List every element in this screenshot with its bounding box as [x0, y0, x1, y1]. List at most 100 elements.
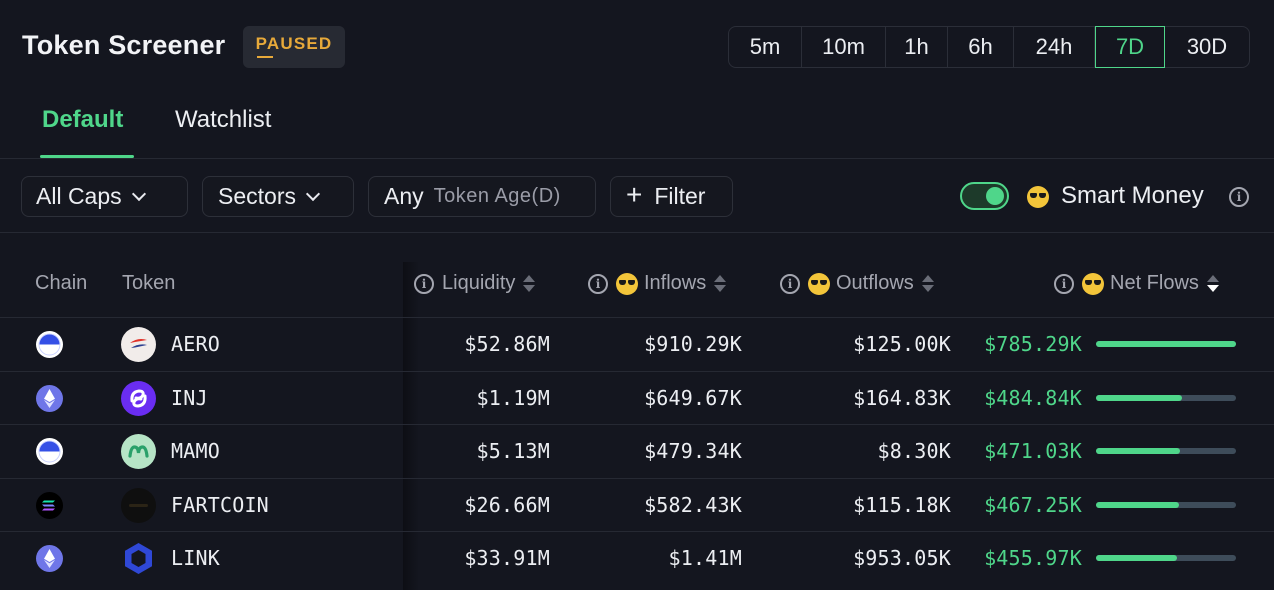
- info-icon[interactable]: i: [780, 273, 800, 294]
- token-symbol[interactable]: FARTCOIN: [171, 493, 269, 517]
- net-flow-bar-fill: [1096, 502, 1180, 508]
- active-tab-indicator: [40, 155, 134, 158]
- tab-default[interactable]: Default: [42, 106, 124, 133]
- inflows-value: $479.34K: [644, 439, 742, 463]
- fartcoin-token-icon: [121, 488, 156, 523]
- table-row[interactable]: FARTCOIN $26.66M $582.43K $115.18K $467.25K: [0, 478, 1274, 531]
- net-flows-value: $484.84K: [984, 386, 1082, 410]
- table-row[interactable]: LINK $33.91M $1.41M $953.05K $455.97K: [0, 531, 1274, 584]
- token-age-value: Any: [384, 183, 424, 209]
- smart-money-toggle[interactable]: [960, 182, 1009, 210]
- sort-icon: [921, 275, 934, 292]
- outflows-value: $115.18K: [853, 493, 951, 517]
- net-flow-bar-fill: [1096, 555, 1178, 561]
- net-flow-bar-fill: [1096, 395, 1183, 401]
- net-flows-value: $455.97K: [984, 546, 1082, 570]
- net-flow-bar: [1096, 448, 1236, 454]
- column-header-inflows-label: Inflows: [644, 272, 707, 294]
- liquidity-value: $52.86M: [464, 332, 550, 356]
- sunglasses-icon: [808, 272, 830, 295]
- outflows-value: $164.83K: [853, 386, 951, 410]
- outflows-value: $8.30K: [877, 439, 951, 463]
- column-header-inflows[interactable]: i Inflows: [588, 272, 727, 295]
- inj-token-icon: [121, 381, 156, 416]
- aero-token-icon: [121, 327, 156, 362]
- column-header-chain: Chain: [35, 272, 88, 294]
- link-token-icon: [121, 541, 156, 576]
- plus-icon: +: [626, 179, 643, 210]
- info-icon[interactable]: i: [588, 273, 608, 294]
- inflows-value: $649.67K: [644, 386, 742, 410]
- net-flows-value: $785.29K: [984, 332, 1082, 356]
- caps-dropdown[interactable]: All Caps: [21, 176, 188, 217]
- liquidity-value: $33.91M: [464, 546, 550, 570]
- token-age-label: Token Age(D): [433, 185, 561, 207]
- net-flow-bar: [1096, 341, 1236, 347]
- tab-watchlist[interactable]: Watchlist: [175, 106, 272, 133]
- column-header-token: Token: [122, 272, 176, 294]
- timeframe-30d[interactable]: 30D: [1186, 34, 1228, 59]
- ethereum-chain-icon: [36, 545, 63, 572]
- net-flows-value: $467.25K: [984, 493, 1082, 517]
- chevron-down-icon: [131, 186, 146, 201]
- frozen-column-shadow: [403, 262, 419, 590]
- inflows-value: $1.41M: [668, 546, 742, 570]
- info-icon[interactable]: i: [1229, 187, 1249, 207]
- inflows-value: $910.29K: [644, 332, 742, 356]
- mamo-token-icon: [121, 434, 156, 469]
- status-badge-underline: [257, 56, 273, 58]
- net-flows-value: $471.03K: [984, 439, 1082, 463]
- net-flow-bar-fill: [1096, 448, 1180, 454]
- timeframe-10m[interactable]: 10m: [802, 27, 886, 67]
- add-filter-button[interactable]: + Filter: [610, 176, 733, 217]
- liquidity-value: $26.66M: [464, 493, 550, 517]
- table-row[interactable]: AERO $52.86M $910.29K $125.00K $785.29K: [0, 317, 1274, 370]
- net-flow-bar-fill: [1096, 341, 1236, 347]
- timeframe-selector: 5m 10m 1h 6h 24h 7D 30D: [728, 26, 1250, 68]
- outflows-value: $953.05K: [853, 546, 951, 570]
- timeframe-1h[interactable]: 1h: [886, 27, 948, 67]
- sunglasses-icon: [1027, 186, 1049, 208]
- status-badge: PAUSED: [243, 26, 345, 68]
- status-badge-label: PAUSED: [255, 34, 333, 53]
- page-title: Token Screener: [22, 30, 226, 60]
- column-header-outflows-label: Outflows: [836, 272, 914, 294]
- token-age-filter[interactable]: Any Token Age(D): [368, 176, 596, 217]
- sectors-dropdown[interactable]: Sectors: [202, 176, 354, 217]
- liquidity-value: $5.13M: [476, 439, 550, 463]
- add-filter-label: Filter: [654, 183, 706, 209]
- table-row[interactable]: MAMO $5.13M $479.34K $8.30K $471.03K: [0, 424, 1274, 477]
- caps-dropdown-label: All Caps: [36, 183, 122, 209]
- token-symbol[interactable]: MAMO: [171, 439, 220, 463]
- token-symbol[interactable]: LINK: [171, 546, 220, 570]
- table-row[interactable]: INJ $1.19M $649.67K $164.83K $484.84K: [0, 371, 1274, 424]
- sort-icon: [714, 275, 727, 292]
- liquidity-value: $1.19M: [476, 386, 550, 410]
- filters-divider: [0, 232, 1274, 233]
- net-flow-bar: [1096, 395, 1236, 401]
- smart-money-label: Smart Money: [1061, 182, 1204, 209]
- base-chain-icon: [36, 331, 63, 358]
- tabs-divider: [0, 158, 1274, 159]
- column-header-liquidity[interactable]: i Liquidity: [414, 272, 536, 295]
- sort-desc-icon: [1206, 275, 1219, 292]
- toggle-knob: [986, 187, 1004, 205]
- timeframe-7d[interactable]: 7D: [1095, 26, 1165, 68]
- sort-icon: [523, 275, 536, 292]
- info-icon[interactable]: i: [1054, 273, 1074, 294]
- token-symbol[interactable]: AERO: [171, 332, 220, 356]
- sunglasses-icon: [1082, 272, 1104, 295]
- net-flow-bar: [1096, 502, 1236, 508]
- timeframe-24h[interactable]: 24h: [1014, 27, 1095, 67]
- timeframe-5m[interactable]: 5m: [729, 27, 802, 67]
- base-chain-icon: [36, 438, 63, 465]
- net-flow-bar: [1096, 555, 1236, 561]
- timeframe-6h[interactable]: 6h: [948, 27, 1014, 67]
- sunglasses-icon: [616, 272, 638, 295]
- column-header-net-flows-label: Net Flows: [1110, 272, 1199, 294]
- column-header-net-flows[interactable]: i Net Flows: [1054, 272, 1219, 295]
- info-icon[interactable]: i: [414, 273, 434, 294]
- token-symbol[interactable]: INJ: [171, 386, 208, 410]
- column-header-outflows[interactable]: i Outflows: [780, 272, 934, 295]
- chevron-down-icon: [305, 186, 321, 201]
